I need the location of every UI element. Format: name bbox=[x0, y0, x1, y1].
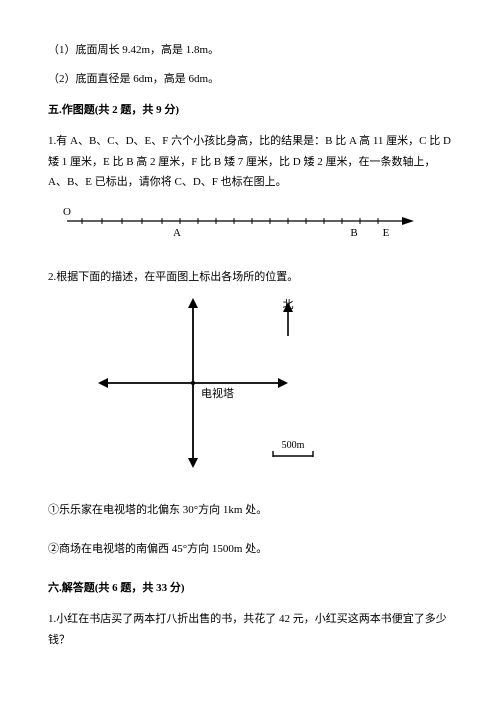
section5-sub1: ①乐乐家在电视塔的北偏东 30°方向 1km 处。 bbox=[48, 500, 452, 521]
svg-text:电视塔: 电视塔 bbox=[201, 386, 234, 400]
compass-figure: 电视塔 北 500m bbox=[78, 298, 452, 486]
numberline-figure: O A B E bbox=[62, 203, 452, 253]
svg-text:O: O bbox=[63, 206, 71, 218]
svg-text:E: E bbox=[383, 227, 390, 239]
svg-text:500m: 500m bbox=[282, 440, 305, 451]
item-1: （1）底面周长 9.42m，高是 1.8m。 bbox=[48, 40, 452, 61]
section5-q2: 2.根据下面的描述，在平面图上标出各场所的位置。 bbox=[48, 267, 452, 288]
svg-text:A: A bbox=[173, 227, 181, 239]
item-2: （2）底面直径是 6dm，高是 6dm。 bbox=[48, 69, 452, 90]
section6-q1: 1.小红在书店买了两本打八折出售的书，共花了 42 元，小红买这两本书便宜了多少… bbox=[48, 609, 452, 651]
section6-title: 六.解答题(共 6 题，共 33 分) bbox=[48, 578, 452, 599]
section5-sub2: ②商场在电视塔的南偏西 45°方向 1500m 处。 bbox=[48, 539, 452, 560]
section5-q1: 1.有 A、B、C、D、E、F 六个小孩比身高，比的结果是：B 比 A 高 11… bbox=[48, 131, 452, 194]
svg-text:B: B bbox=[350, 227, 357, 239]
section5-title: 五.作图题(共 2 题，共 9 分) bbox=[48, 100, 452, 121]
svg-text:北: 北 bbox=[283, 298, 294, 311]
